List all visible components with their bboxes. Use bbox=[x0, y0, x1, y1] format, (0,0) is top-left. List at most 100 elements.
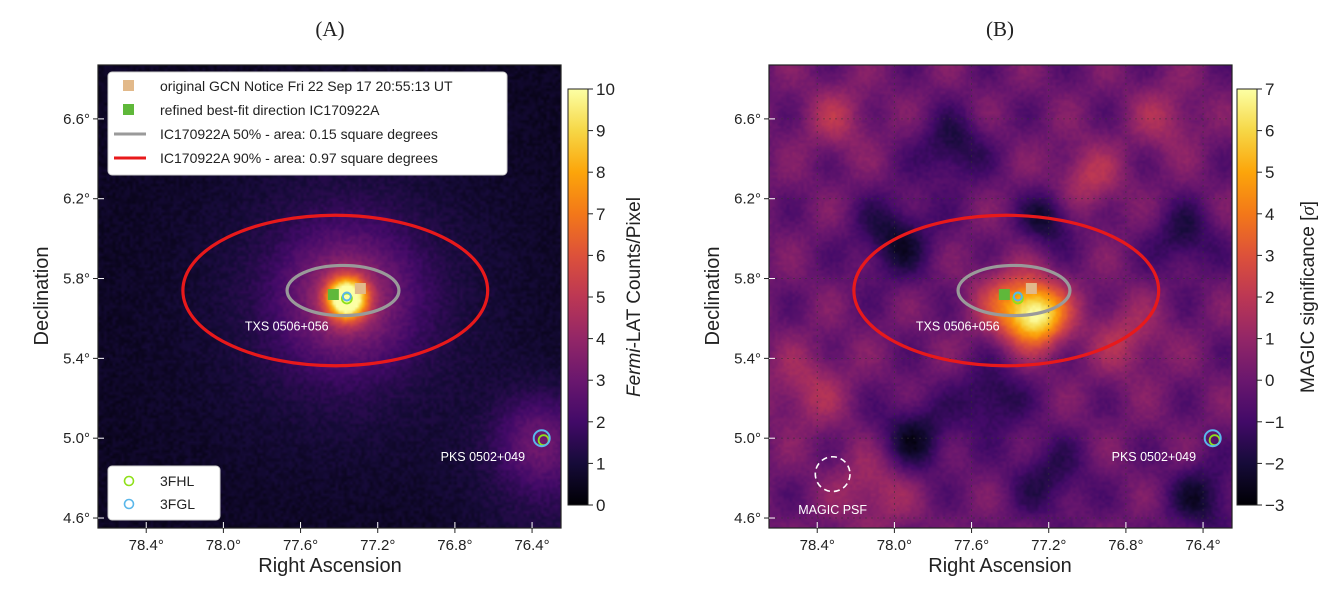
gcn-notice-marker bbox=[1025, 283, 1037, 295]
panel-b-y-label: Declination bbox=[702, 247, 724, 346]
panel-b-frame bbox=[768, 64, 1233, 529]
panel-a-y-label: Declination bbox=[31, 247, 53, 346]
fgl-source-marker bbox=[1012, 291, 1023, 302]
panel-a-colorbar: 0 1 2 3 4 5 6 7 8 9 10 Fermi-LAT Counts/Pixel bbox=[567, 80, 645, 515]
y-tick-label: 5.8° bbox=[63, 271, 90, 288]
x-tick-label: 78.4° bbox=[800, 537, 835, 554]
legend-c50-label: IC170922A 50% - area: 0.15 square degree… bbox=[160, 126, 438, 142]
fgl-source-marker bbox=[1203, 429, 1222, 448]
colorbar-tick-label: −1 bbox=[1265, 413, 1284, 432]
colorbar-tick-label: 10 bbox=[596, 80, 615, 99]
legend-gcn-label: original GCN Notice Fri 22 Sep 17 20:55:… bbox=[160, 78, 453, 94]
y-tick-label: 4.6° bbox=[734, 510, 761, 527]
contour-90-ellipse bbox=[181, 213, 490, 368]
colorbar-a-gradient bbox=[567, 88, 589, 506]
y-tick-label: 6.2° bbox=[734, 191, 761, 208]
legend-box-bottom bbox=[107, 465, 221, 521]
y-tick-label: 6.6° bbox=[734, 111, 761, 128]
colorbar-tick-label: 8 bbox=[596, 163, 605, 182]
colorbar-tick-label: 9 bbox=[596, 122, 605, 141]
source-label-txs: TXS 0506+056 bbox=[245, 319, 329, 333]
legend-box bbox=[107, 71, 508, 176]
colorbar-b-gradient bbox=[1236, 88, 1258, 506]
colorbar-tick-label: 0 bbox=[596, 496, 605, 515]
contour-50-ellipse bbox=[956, 263, 1072, 318]
panel-a-frame bbox=[97, 64, 562, 529]
magic-psf-label: MAGIC PSF bbox=[798, 503, 867, 517]
colorbar-b-ticks: −3 −2 −1 0 1 2 3 4 5 6 7 bbox=[1257, 80, 1284, 515]
colorbar-a-label-rest: -LAT Counts/Pixel bbox=[624, 197, 645, 348]
colorbar-tick-label: 3 bbox=[1265, 246, 1274, 265]
colorbar-b-label: MAGIC significance [σ] bbox=[1298, 201, 1319, 393]
y-tick-label: 5.4° bbox=[734, 350, 761, 367]
x-tick-label: 77.6° bbox=[954, 537, 989, 554]
gcn-notice-marker bbox=[354, 283, 366, 295]
y-tick-label: 6.6° bbox=[63, 111, 90, 128]
panel-b-x-axis: 78.4° 78.0° 77.6° 77.2° 76.8° 76.4° bbox=[800, 522, 1221, 554]
panel-b-x-label: Right Ascension bbox=[928, 555, 1071, 577]
x-tick-label: 76.8° bbox=[1108, 537, 1143, 554]
x-tick-label: 77.6° bbox=[283, 537, 318, 554]
x-tick-label: 78.0° bbox=[206, 537, 241, 554]
panel-b: (B) TXS 0506+056 PKS 0502+049 MAGIC PSF 78… bbox=[702, 17, 1319, 577]
panel-b-overlays: TXS 0506+056 PKS 0502+049 MAGIC PSF bbox=[798, 213, 1222, 517]
colorbar-b-label-sigma: σ bbox=[1298, 206, 1319, 216]
panel-a-overlays: TXS 0506+056 PKS 0502+049 bbox=[181, 213, 551, 464]
refined-direction-marker bbox=[998, 289, 1010, 301]
colorbar-b-label-main: MAGIC significance [ bbox=[1298, 215, 1319, 393]
colorbar-tick-label: 7 bbox=[1265, 80, 1274, 99]
contour-50-ellipse bbox=[285, 263, 401, 318]
colorbar-tick-label: −3 bbox=[1265, 496, 1284, 515]
panel-a-x-label: Right Ascension bbox=[258, 555, 401, 577]
colorbar-tick-label: 1 bbox=[596, 454, 605, 473]
colorbar-b-label-close: ] bbox=[1298, 201, 1319, 206]
legend-c90-label: IC170922A 90% - area: 0.97 square degree… bbox=[160, 150, 438, 166]
colorbar-tick-label: 1 bbox=[1265, 330, 1274, 349]
colorbar-tick-label: 0 bbox=[1265, 371, 1274, 390]
source-label-txs: TXS 0506+056 bbox=[916, 319, 1000, 333]
colorbar-tick-label: 6 bbox=[596, 246, 605, 265]
colorbar-tick-label: 4 bbox=[1265, 205, 1274, 224]
gcn-legend-marker bbox=[123, 80, 134, 91]
y-tick-label: 6.2° bbox=[63, 191, 90, 208]
colorbar-tick-label: 5 bbox=[596, 288, 605, 307]
refined-legend-marker bbox=[123, 104, 134, 115]
colorbar-tick-label: 2 bbox=[596, 413, 605, 432]
y-tick-label: 5.4° bbox=[63, 350, 90, 367]
x-tick-label: 78.4° bbox=[129, 537, 164, 554]
fgl-source-marker bbox=[341, 291, 352, 302]
panel-b-grid bbox=[769, 65, 1232, 528]
panel-b-title: (B) bbox=[986, 17, 1014, 41]
colorbar-tick-label: 2 bbox=[1265, 288, 1274, 307]
source-label-pks: PKS 0502+049 bbox=[441, 450, 525, 464]
y-tick-label: 5.0° bbox=[734, 430, 761, 447]
colorbar-a-label: Fermi-LAT Counts/Pixel bbox=[624, 197, 645, 397]
panel-b-y-axis: 4.6° 5.0° 5.4° 5.8° 6.2° 6.6° bbox=[734, 111, 775, 527]
panel-a-title: (A) bbox=[315, 17, 344, 41]
colorbar-tick-label: 3 bbox=[596, 371, 605, 390]
panel-a-legend-top: original GCN Notice Fri 22 Sep 17 20:55:… bbox=[107, 71, 508, 176]
panel-a-y-axis: 4.6° 5.0° 5.4° 5.8° 6.2° 6.6° bbox=[63, 111, 104, 527]
y-tick-label: 4.6° bbox=[63, 510, 90, 527]
x-tick-label: 78.0° bbox=[877, 537, 912, 554]
colorbar-tick-label: 5 bbox=[1265, 163, 1274, 182]
fgl-source-marker bbox=[532, 429, 551, 448]
x-tick-label: 76.8° bbox=[437, 537, 472, 554]
panel-a-x-axis: 78.4° 78.0° 77.6° 77.2° 76.8° 76.4° bbox=[129, 522, 550, 554]
refined-direction-marker bbox=[327, 289, 339, 301]
panel-a-legend-bottom: 3FHL 3FGL bbox=[107, 465, 221, 521]
fgl-legend-marker bbox=[123, 498, 135, 510]
x-tick-label: 77.2° bbox=[360, 537, 395, 554]
legend-fhl-label: 3FHL bbox=[160, 473, 194, 489]
x-tick-label: 76.4° bbox=[514, 537, 549, 554]
magic-psf-circle bbox=[814, 455, 851, 493]
colorbar-a-label-fermi: Fermi bbox=[624, 348, 645, 397]
colorbar-tick-label: 4 bbox=[596, 330, 605, 349]
panel-b-colorbar: −3 −2 −1 0 1 2 3 4 5 6 7 MAGIC significance [σ] bbox=[1236, 80, 1319, 515]
legend-fgl-label: 3FGL bbox=[160, 496, 195, 512]
colorbar-tick-label: 6 bbox=[1265, 122, 1274, 141]
colorbar-a-ticks: 0 1 2 3 4 5 6 7 8 9 10 bbox=[588, 80, 615, 515]
colorbar-tick-label: 7 bbox=[596, 205, 605, 224]
fhl-legend-marker bbox=[123, 475, 135, 487]
